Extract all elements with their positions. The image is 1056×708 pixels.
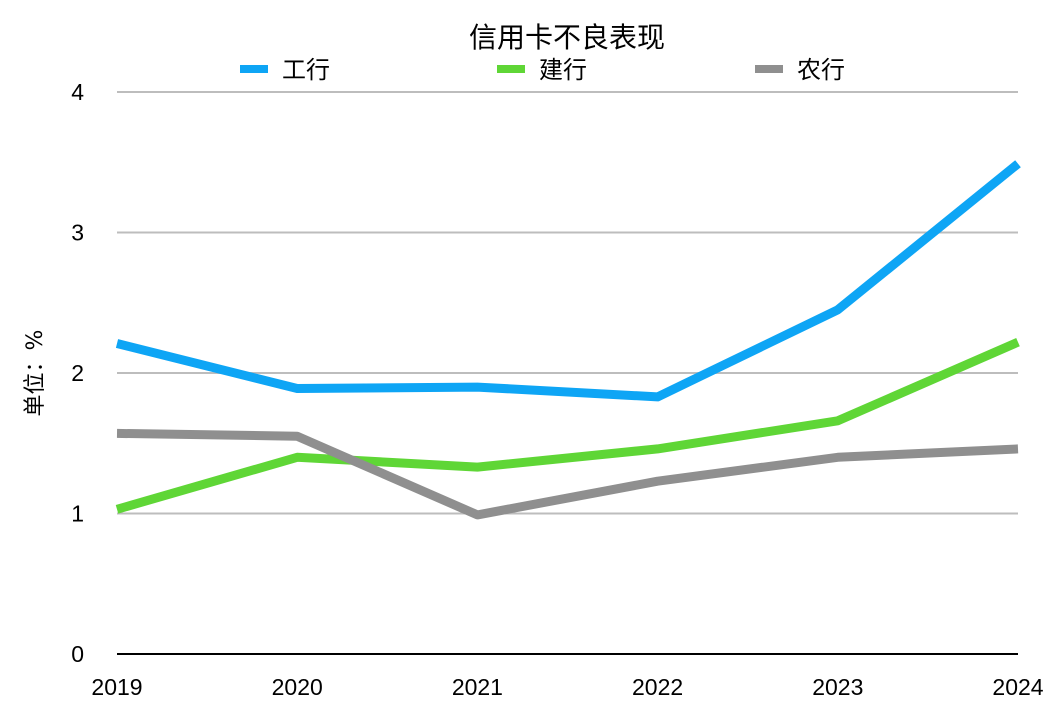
series-line-1 bbox=[115, 160, 1021, 402]
y-tick-label: 0 bbox=[71, 641, 84, 667]
series-line-2 bbox=[115, 337, 1020, 514]
series-lines bbox=[115, 160, 1021, 520]
x-tick-label: 2020 bbox=[272, 674, 323, 700]
y-tick-label: 2 bbox=[71, 360, 84, 386]
legend-label-3: 农行 bbox=[797, 56, 845, 84]
legend-label-1: 工行 bbox=[282, 56, 330, 84]
legend-label-2: 建行 bbox=[539, 56, 587, 84]
x-tick-label: 2022 bbox=[632, 674, 683, 700]
legend: 工行 建行 农行 bbox=[240, 56, 845, 84]
x-tick-label: 2024 bbox=[992, 674, 1043, 700]
y-axis-ticks: 0 1 2 3 4 bbox=[71, 79, 84, 667]
x-axis-ticks: 2019 2020 2021 2022 2023 2024 bbox=[91, 674, 1043, 700]
x-tick-label: 2021 bbox=[452, 674, 503, 700]
y-tick-label: 3 bbox=[71, 220, 84, 246]
gridlines bbox=[117, 91, 1018, 515]
x-tick-label: 2023 bbox=[812, 674, 863, 700]
x-tick-label: 2019 bbox=[91, 674, 142, 700]
y-tick-label: 1 bbox=[71, 501, 84, 527]
y-tick-label: 4 bbox=[71, 79, 84, 105]
y-axis-label: 单位：% bbox=[23, 330, 48, 417]
series-line-3 bbox=[116, 428, 1019, 520]
chart-title: 信用卡不良表现 bbox=[469, 21, 665, 54]
